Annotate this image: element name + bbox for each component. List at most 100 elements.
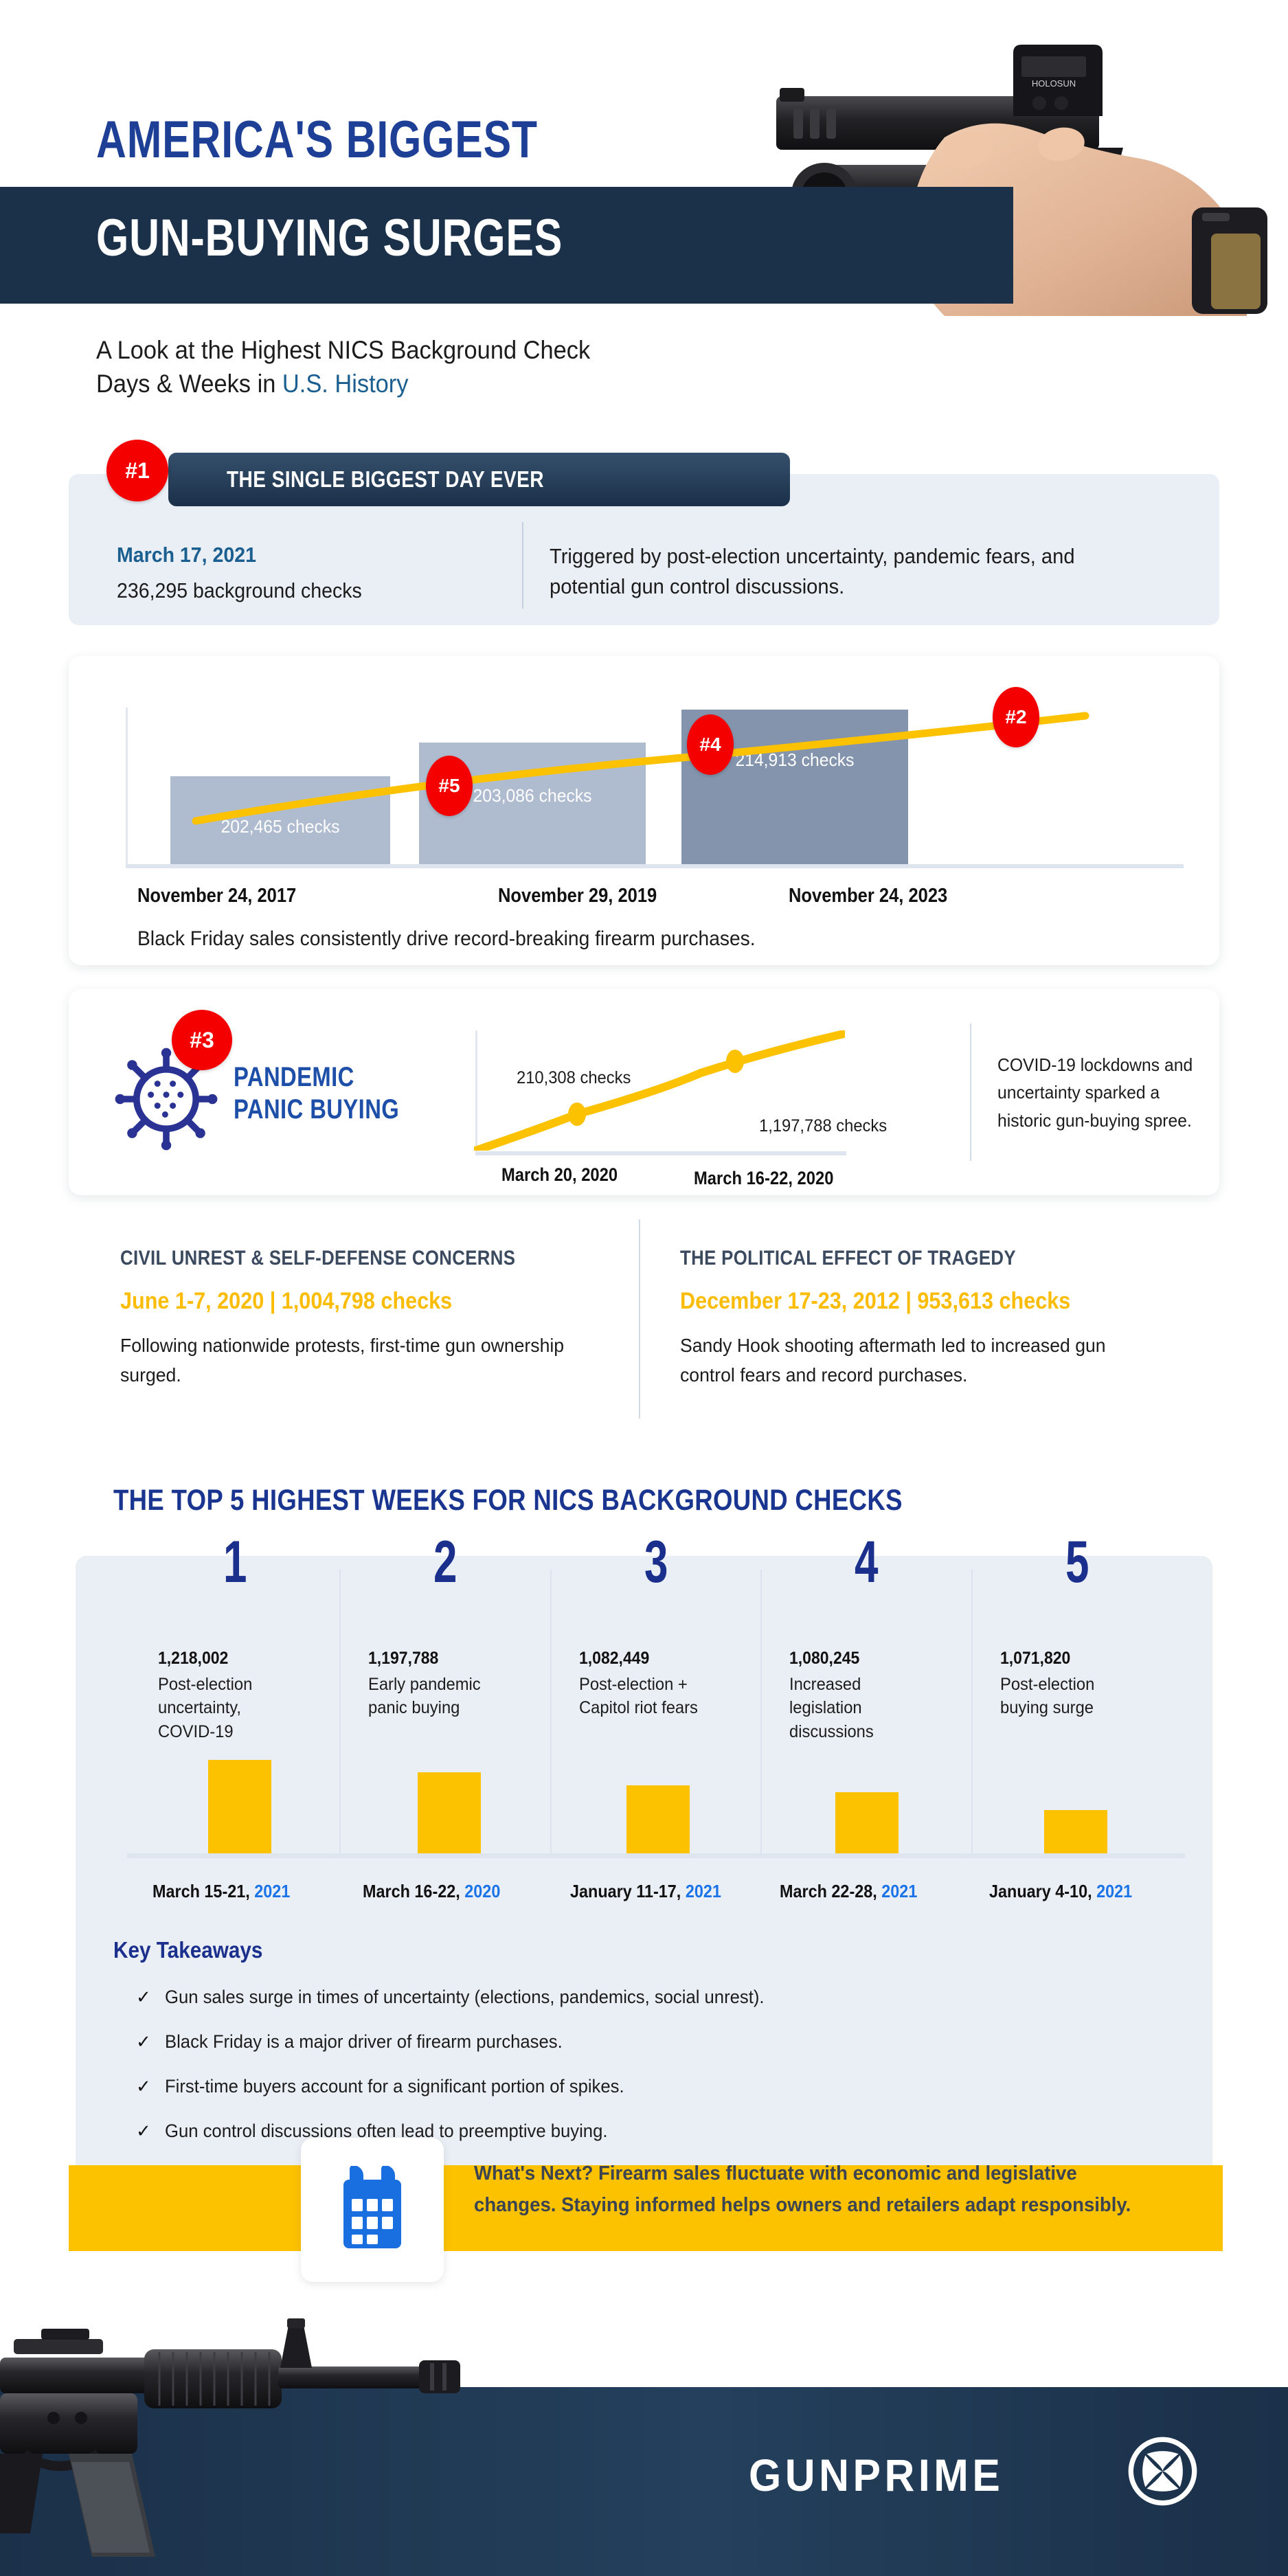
whats-next-banner xyxy=(69,2165,1223,2251)
pandemic-line-chart xyxy=(474,1030,845,1151)
top5-card xyxy=(76,1556,1212,2243)
rifle-photo xyxy=(0,2301,776,2562)
top5-reason: Post-election uncertainty, COVID-19 xyxy=(158,1675,253,1741)
footer-band xyxy=(0,2387,1288,2576)
bf-bar-value-label: 202,465 checks xyxy=(221,816,340,837)
pd-y-axis xyxy=(475,1030,477,1153)
rank-badge-1: #1 xyxy=(106,440,168,501)
top5-column: 1 1,218,002 Post-election uncertainty, COV… xyxy=(131,1529,339,1858)
calendar-icon-box xyxy=(301,2138,444,2282)
bf-rank-badge: #5 xyxy=(426,756,473,816)
check-mark-icon: ✓ xyxy=(136,2031,151,2052)
top5-reason: Early pandemic panic buying xyxy=(368,1675,482,1718)
crosshair-logo-icon xyxy=(1127,2435,1199,2507)
bf-x-label: November 29, 2019 xyxy=(498,885,657,907)
subtitle-line2: Days & Weeks in xyxy=(96,370,282,398)
biggest-day-date: March 17, 2021 xyxy=(117,543,256,567)
column-heading: CIVIL UNREST & SELF-DEFENSE CONCERNS xyxy=(120,1247,516,1269)
top5-value: 1,082,449 xyxy=(578,1649,650,1668)
top5-bar xyxy=(835,1792,899,1853)
pandemic-divider xyxy=(970,1024,971,1161)
top5-column: 2 1,197,788 Early pandemic panic buying xyxy=(339,1529,550,1858)
column-stat: June 1-7, 2020 | 1,004,798 checks xyxy=(120,1288,453,1314)
top5-value: 1,080,245 xyxy=(789,1649,860,1668)
bf-x-label: November 24, 2023 xyxy=(789,885,948,907)
top5-rank: 2 xyxy=(433,1529,457,1595)
brand-wordmark: GUNPRIME xyxy=(749,2450,1004,2500)
rank-badge-3: #3 xyxy=(172,1010,232,1070)
pandemic-point2-label: 1,197,788 checks xyxy=(759,1116,888,1136)
top5-value: 1,197,788 xyxy=(368,1649,439,1668)
top5-bar xyxy=(418,1772,481,1853)
column-civil-unrest: CIVIL UNREST & SELF-DEFENSE CONCERNS Jun… xyxy=(120,1247,629,1390)
top5-reason: Post-election buying surge xyxy=(999,1675,1094,1718)
top5-reason: Increased legislation discussions xyxy=(789,1675,874,1741)
top5-x-label: March 16-22, 2020 xyxy=(363,1881,501,1901)
top5-bar xyxy=(208,1760,271,1853)
pandemic-title-line1: PANDEMIC xyxy=(234,1062,354,1092)
whats-next-text: What's Next? Firearm sales fluctuate wit… xyxy=(474,2162,1131,2216)
key-takeaway-item: Black Friday is a major driver of firear… xyxy=(165,2031,563,2052)
check-mark-icon: ✓ xyxy=(136,2076,151,2097)
pandemic-title-line2: PANIC BUYING xyxy=(234,1094,400,1125)
top5-x-label: March 22-28, 2021 xyxy=(780,1881,918,1901)
two-column-divider xyxy=(639,1219,640,1419)
biggest-day-pill: THE SINGLE BIGGEST DAY EVER xyxy=(168,453,790,506)
subtitle-highlight: U.S. History xyxy=(282,370,409,398)
key-takeaway-item: First-time buyers account for a signific… xyxy=(165,2076,624,2097)
bf-rank-badge: #2 xyxy=(993,687,1039,747)
biggest-day-checks: 236,295 background checks xyxy=(117,578,362,602)
svg-text:HOLOSUN: HOLOSUN xyxy=(1032,78,1076,89)
top5-x-label: January 11-17, 2021 xyxy=(570,1881,721,1901)
key-takeaways-heading: Key Takeaways xyxy=(113,1937,263,1963)
top5-column: 3 1,082,449 Post-election + Capitol riot f… xyxy=(550,1529,760,1858)
title-navy-band xyxy=(0,187,1013,304)
key-takeaway-item: Gun sales surge in times of uncertainty … xyxy=(165,1987,765,2007)
top5-rank: 1 xyxy=(223,1529,247,1595)
top5-rank: 3 xyxy=(644,1529,668,1595)
column-heading: THE POLITICAL EFFECT OF TRAGEDY xyxy=(680,1247,1016,1269)
subtitle-line1: A Look at the Highest NICS Background Ch… xyxy=(96,336,591,364)
top5-reason: Post-election + Capitol riot fears xyxy=(578,1675,698,1718)
card-divider xyxy=(522,522,523,609)
top5-x-label: January 4-10, 2021 xyxy=(989,1881,1133,1901)
bf-rank-badge: #4 xyxy=(687,714,734,775)
page-title-line1: AMERICA'S BIGGEST xyxy=(96,111,538,169)
top5-value: 1,218,002 xyxy=(158,1649,229,1668)
pandemic-title: PANDEMIC PANIC BUYING xyxy=(234,1061,399,1126)
pandemic-point1-date: March 20, 2020 xyxy=(501,1164,618,1185)
top5-value: 1,071,820 xyxy=(999,1649,1070,1668)
pandemic-point2-date: March 16-22, 2020 xyxy=(694,1168,834,1188)
pandemic-point1-label: 210,308 checks xyxy=(517,1068,631,1087)
bf-bar: 202,465 checks xyxy=(170,776,390,864)
bf-x-axis xyxy=(126,864,1184,868)
bf-x-label: November 24, 2017 xyxy=(137,885,297,907)
pandemic-description: COVID-19 lockdowns and uncertainty spark… xyxy=(997,1054,1193,1131)
column-body: Following nationwide protests, first-tim… xyxy=(120,1335,565,1386)
page-title-line2: GUN-BUYING SURGES xyxy=(96,209,563,267)
top5-baseline xyxy=(127,1853,1185,1858)
biggest-day-description: Triggered by post-election uncertainty, … xyxy=(550,544,1075,599)
page-subtitle: A Look at the Highest NICS Background Ch… xyxy=(96,333,735,400)
check-mark-icon: ✓ xyxy=(136,1987,151,2007)
bf-y-axis xyxy=(126,708,128,866)
top5-x-label: March 15-21, 2021 xyxy=(152,1881,291,1901)
black-friday-caption: Black Friday sales consistently drive re… xyxy=(137,927,756,950)
column-political-tragedy: THE POLITICAL EFFECT OF TRAGEDY December… xyxy=(680,1247,1188,1390)
top5-bar xyxy=(626,1785,690,1853)
top5-column: 4 1,080,245 Increased legislation discussi… xyxy=(760,1529,971,1858)
top5-rank: 4 xyxy=(855,1529,879,1595)
biggest-day-pill-title: THE SINGLE BIGGEST DAY EVER xyxy=(227,466,544,492)
column-body: Sandy Hook shooting aftermath led to inc… xyxy=(680,1335,1106,1386)
check-mark-icon: ✓ xyxy=(136,2121,151,2141)
top5-heading: THE TOP 5 HIGHEST WEEKS FOR NICS BACKGRO… xyxy=(113,1484,903,1517)
top5-columns: 1 1,218,002 Post-election uncertainty, COV… xyxy=(131,1529,1182,1858)
top5-rank: 5 xyxy=(1065,1529,1089,1595)
coronavirus-icon xyxy=(111,1044,221,1154)
calendar-icon xyxy=(335,2165,409,2255)
column-stat: December 17-23, 2012 | 953,613 checks xyxy=(680,1288,1071,1314)
top5-bar xyxy=(1044,1810,1107,1853)
pd-x-axis xyxy=(475,1151,846,1155)
top5-column: 5 1,071,820 Post-election buying surge xyxy=(971,1529,1182,1858)
